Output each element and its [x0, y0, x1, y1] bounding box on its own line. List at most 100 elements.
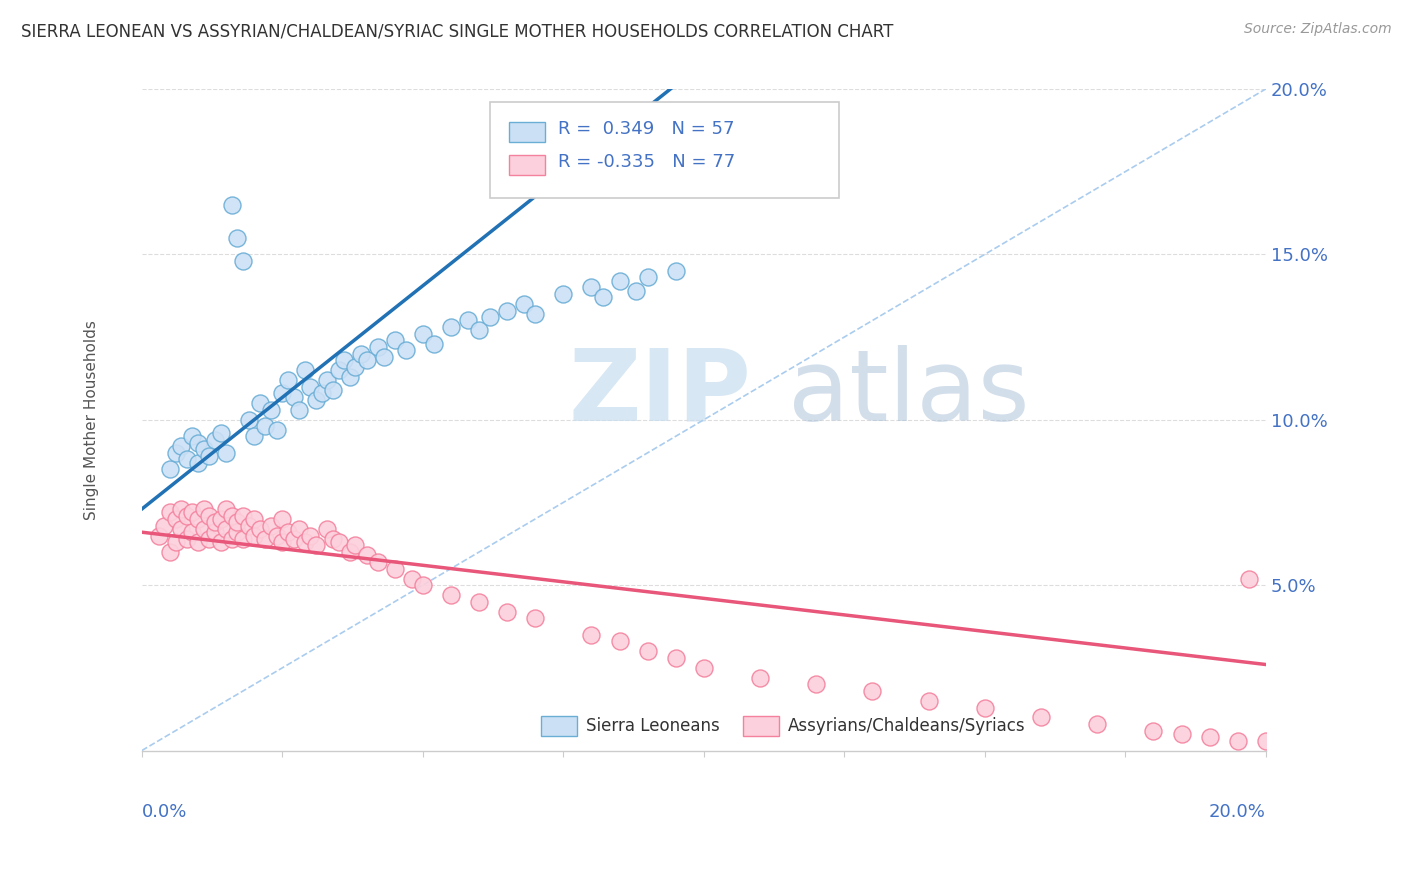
Text: 0.0%: 0.0% [142, 804, 187, 822]
Point [457, 313, 479, 327]
Point [311, 386, 333, 401]
Point [609, 274, 631, 288]
Point [367, 340, 389, 354]
Point [209, 512, 232, 526]
Point [165, 446, 187, 460]
Point [243, 528, 266, 542]
Point [198, 449, 221, 463]
Point [226, 516, 249, 530]
Point [637, 270, 659, 285]
Point [356, 549, 378, 563]
Point [254, 419, 277, 434]
Point [204, 433, 226, 447]
Point [215, 502, 238, 516]
Point [862, 684, 884, 698]
Point [204, 525, 226, 540]
Point [232, 254, 254, 268]
Point [187, 512, 209, 526]
Point [243, 512, 266, 526]
Point [1254, 733, 1277, 747]
Point [496, 605, 519, 619]
Point [299, 379, 322, 393]
Point [165, 512, 187, 526]
Point [665, 264, 688, 278]
Point [170, 502, 193, 516]
Point [266, 528, 288, 542]
Point [221, 197, 243, 211]
Point [204, 516, 226, 530]
Point [159, 545, 181, 559]
Point [215, 522, 238, 536]
Text: atlas: atlas [789, 344, 1029, 442]
Point [479, 310, 502, 325]
Point [581, 280, 603, 294]
Point [165, 535, 187, 549]
Point [238, 413, 260, 427]
Point [187, 535, 209, 549]
Point [288, 402, 311, 417]
Point [339, 369, 361, 384]
Point [209, 535, 232, 549]
Point [283, 532, 305, 546]
Point [626, 284, 648, 298]
Text: SIERRA LEONEAN VS ASSYRIAN/CHALDEAN/SYRIAC SINGLE MOTHER HOUSEHOLDS CORRELATION : SIERRA LEONEAN VS ASSYRIAN/CHALDEAN/SYRI… [21, 22, 893, 40]
Point [193, 502, 215, 516]
Point [277, 525, 299, 540]
Point [159, 505, 181, 519]
Point [181, 505, 204, 519]
Point [226, 525, 249, 540]
Point [238, 518, 260, 533]
Point [176, 508, 198, 523]
Point [1170, 727, 1192, 741]
Point [249, 396, 271, 410]
Point [344, 359, 367, 374]
Point [260, 518, 283, 533]
Point [187, 435, 209, 450]
Text: 20.0%: 20.0% [1209, 804, 1265, 822]
Text: R = -0.335   N = 77: R = -0.335 N = 77 [558, 153, 735, 170]
Point [198, 532, 221, 546]
Point [468, 595, 491, 609]
FancyBboxPatch shape [541, 716, 576, 736]
Point [221, 508, 243, 523]
Point [468, 323, 491, 337]
Point [215, 446, 238, 460]
Point [187, 456, 209, 470]
Point [806, 677, 828, 691]
Point [384, 561, 406, 575]
Point [271, 386, 294, 401]
Point [693, 661, 716, 675]
Point [193, 442, 215, 457]
Point [423, 336, 446, 351]
Point [973, 700, 995, 714]
Point [232, 532, 254, 546]
Point [1142, 723, 1164, 738]
Point [384, 334, 406, 348]
Point [316, 522, 339, 536]
Point [373, 350, 395, 364]
Point [592, 290, 614, 304]
Point [294, 363, 316, 377]
Point [266, 423, 288, 437]
Point [271, 512, 294, 526]
FancyBboxPatch shape [509, 155, 546, 175]
Point [232, 508, 254, 523]
Point [226, 231, 249, 245]
Point [170, 439, 193, 453]
Point [1226, 733, 1249, 747]
Point [153, 518, 176, 533]
Point [159, 462, 181, 476]
Point [440, 320, 463, 334]
Point [344, 538, 367, 552]
FancyBboxPatch shape [509, 122, 546, 142]
Point [322, 383, 344, 397]
Point [181, 525, 204, 540]
Point [193, 522, 215, 536]
Point [316, 373, 339, 387]
Point [221, 532, 243, 546]
Point [665, 651, 688, 665]
Point [401, 572, 423, 586]
Point [356, 353, 378, 368]
Point [148, 528, 170, 542]
Point [395, 343, 418, 358]
